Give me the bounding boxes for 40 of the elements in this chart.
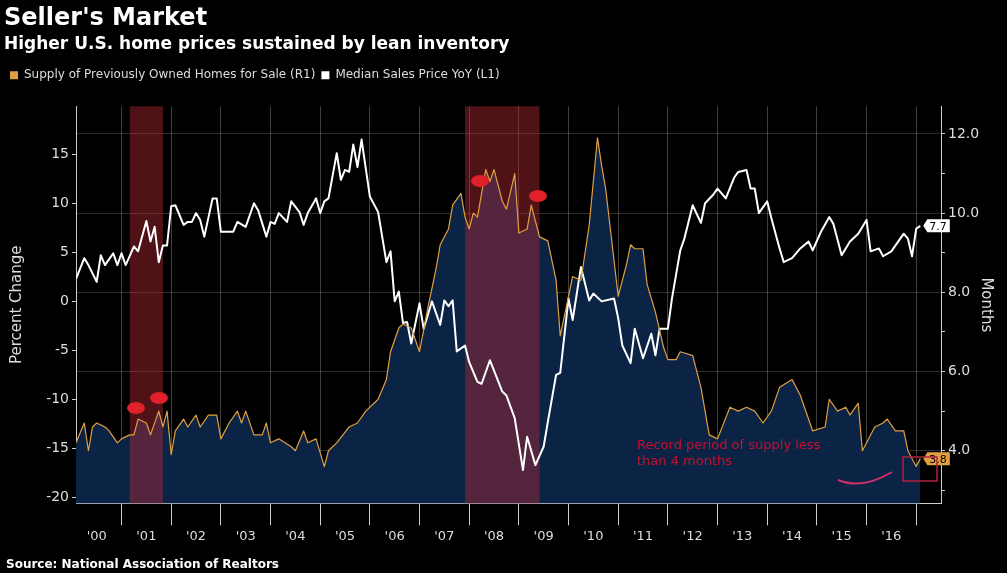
x-tick-label: '13 [732,527,753,543]
y2-tick-label: 10.0 [948,203,980,220]
x-tick-label: '10 [583,527,604,543]
x-tick-label: '05 [334,527,356,543]
x-tick-label: '12 [682,527,703,543]
x-tick-label: '01 [136,527,157,543]
y-axis-title: Percent Change [6,245,25,365]
x-tick-label: '03 [235,527,256,543]
y-tick-label: -5 [55,341,69,358]
legend-label: Supply of Previously Owned Homes for Sale (R1) [24,67,316,82]
chart-subtitle: Higher U.S. home prices sustained by lean inventory [4,33,510,54]
legend-label: Median Sales Price YoY (L1) [335,67,500,82]
y-tick-label: 15 [51,144,69,161]
x-tick-label: '06 [384,527,405,543]
y2-tick-label: 8.0 [948,282,971,299]
x-tick-label: '02 [185,527,207,543]
x-tick-label: '14 [781,527,803,543]
chart-title: Seller's Market [4,2,208,31]
y-tick-label: 0 [60,292,69,309]
x-tick-label: '00 [86,527,107,543]
x-tick-label: '09 [533,527,554,543]
y-tick-label: 10 [51,193,69,210]
y-tick-label: 5 [60,242,69,259]
y2-axis-title: Months [978,277,997,333]
x-tick-label: '15 [831,527,852,543]
y-tick-label: -10 [46,390,69,407]
source-note: Source: National Association of Realtors [6,557,279,571]
y-tick-label: -20 [46,488,69,505]
x-tick-label: '16 [881,527,902,543]
x-tick-label: '11 [632,527,654,543]
y2-tick-label: 6.0 [948,362,971,379]
x-tick-label: '04 [285,527,306,543]
y2-tick-label: 4.0 [948,441,971,458]
x-tick-label: '08 [483,527,505,543]
annotation: Record period of supply less than 4 months [637,437,822,469]
x-tick-label: '07 [434,527,455,543]
y-tick-label: -15 [46,439,69,456]
data-label: 7.7 [929,219,947,233]
data-label: 3.8 [929,452,947,466]
y2-tick-label: 12.0 [948,124,980,141]
